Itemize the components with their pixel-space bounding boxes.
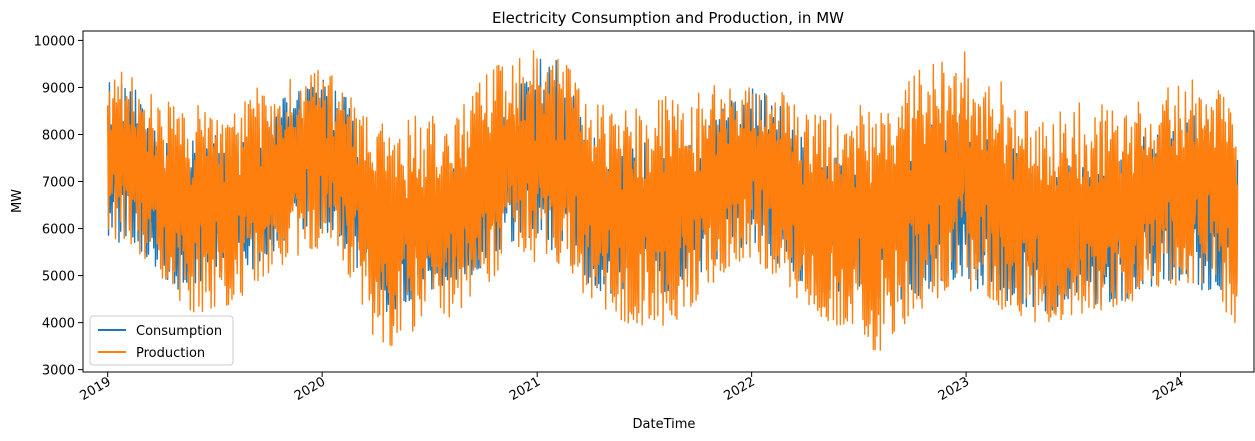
legend: Consumption Production [89,315,234,366]
y-tick-label: 6000 [42,223,75,238]
plot-area [82,30,1255,373]
y-tick-label: 9000 [42,81,75,96]
legend-label-production: Production [136,346,205,361]
series-layer [106,50,1239,351]
plot-frame [82,30,1255,373]
y-tick-label: 4000 [42,317,75,332]
y-tick-label: 5000 [42,270,75,285]
y-tick-label: 8000 [42,128,75,143]
y-axis-label: MW [10,189,25,213]
y-tick-label: 10000 [34,34,75,49]
series-line-production [106,50,1239,351]
y-tick-label: 3000 [42,364,75,379]
y-tick-label: 7000 [42,176,75,191]
chart-title: Electricity Consumption and Production, … [492,9,844,27]
x-axis-label: DateTime [633,417,696,432]
legend-label-consumption: Consumption [136,324,222,339]
y-axis: 3000 4000 5000 6000 7000 8000 9000 10000 [34,34,83,379]
